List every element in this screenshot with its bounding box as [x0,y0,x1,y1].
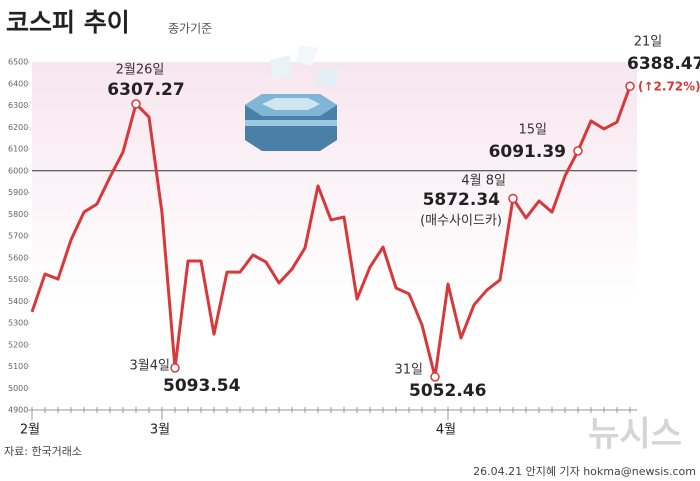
x-tick-label: 3월 [150,423,170,438]
highlight-point [573,146,583,156]
y-tick-label: 5200 [8,340,28,349]
annotation: 15일 [518,123,547,138]
y-tick-label: 5700 [8,232,28,241]
highlight-point [508,193,518,204]
annotation: (↑2.72%) [638,80,700,94]
y-tick-label: 5600 [8,253,28,262]
y-tick-label: 6100 [8,145,28,154]
y-tick-label: 6400 [8,79,28,88]
value-label: 6091.39 [489,142,566,162]
y-tick-label: 5800 [8,210,28,219]
annotation: 31일 [394,363,423,378]
x-tick-label: 4월 [436,423,456,438]
y-tick-label: 5400 [8,297,28,306]
value-label: 5093.54 [163,376,241,396]
credit: 26.04.21 안지혜 기자 hokma@newsis.com [473,465,696,478]
watermark: 뉴시스 [588,415,682,455]
y-tick-label: 5900 [8,188,28,197]
y-tick-label: 5100 [8,362,28,371]
highlight-point [131,99,141,109]
value-label: 6307.27 [107,80,184,100]
y-tick-label: 6000 [8,166,28,175]
icon [245,45,340,151]
y-tick-label: 5000 [8,384,28,393]
value-label: 5052.46 [409,381,486,401]
annotation: 3월4일 [130,359,170,374]
x-tick-label: 2월 [20,423,40,438]
y-tick-label: 6500 [8,58,28,67]
y-tick-label: 4900 [8,406,28,415]
y-tick-label: 6300 [8,101,28,110]
annotation: 21일 [634,35,663,50]
highlight-point [170,363,180,373]
subtitle: 종가기준 [168,22,212,36]
chart-title: 코스피 추이 [6,8,130,37]
y-tick-label: 6200 [8,123,28,132]
line [30,85,632,379]
annotation: 4월 8일 [461,174,506,189]
value-label: 5872.34 [423,190,501,210]
highlight-point [625,81,635,92]
value-label: 6388.47 [627,54,700,74]
y-tick-label: 5500 [8,275,28,284]
y-tick-label: 5300 [8,319,28,328]
annotation: (매수사이드카) [420,214,502,229]
annotation: 2월26일 [116,63,165,78]
highlight-point [430,372,440,382]
source: 자료: 한국거래소 [4,445,82,458]
